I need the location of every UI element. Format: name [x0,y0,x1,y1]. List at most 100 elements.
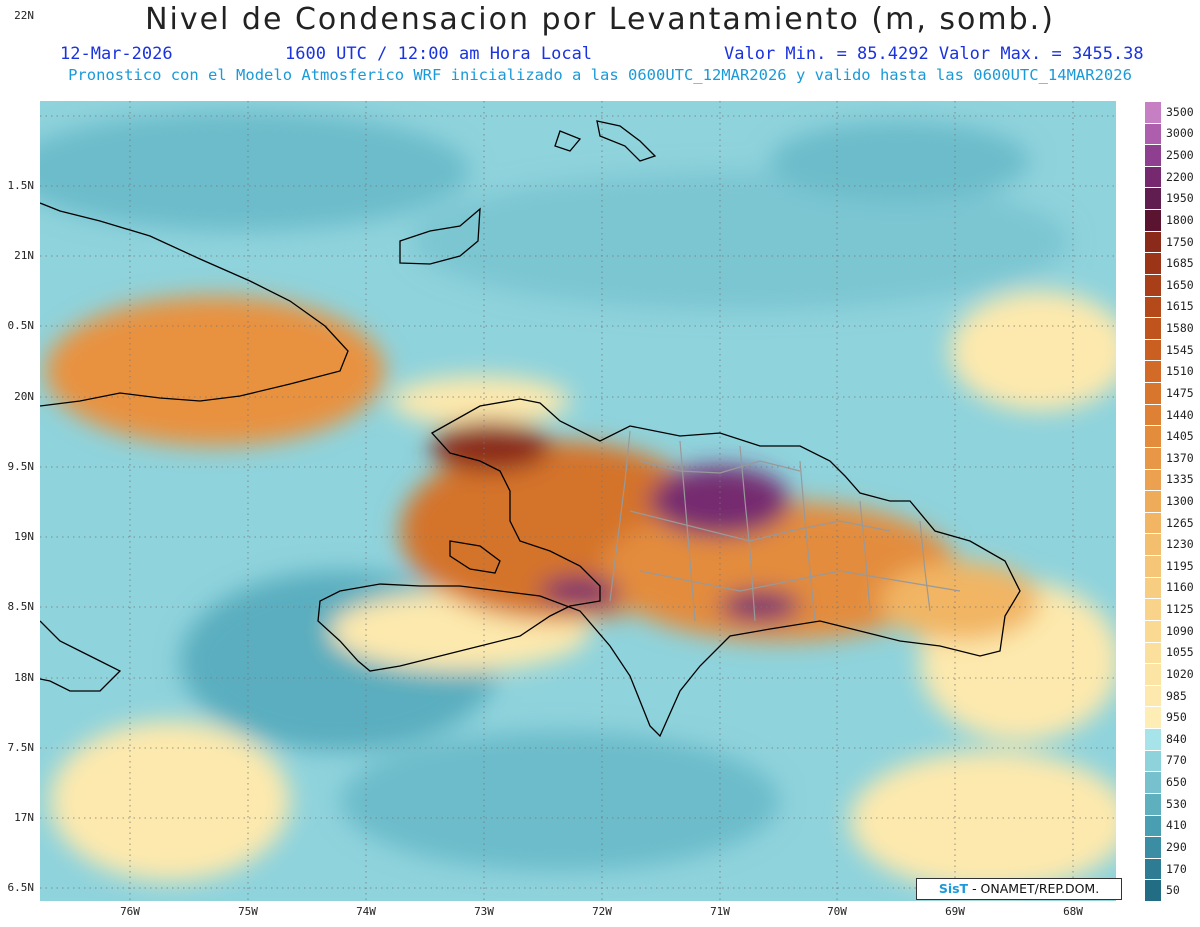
lon-label-72w: 72W [592,905,612,918]
colorbar-cell [1145,598,1161,620]
colorbar-cell [1145,771,1161,793]
colorbar-cell [1145,836,1161,858]
colorbar-label: 950 [1166,710,1187,725]
colorbar-cell [1145,468,1161,491]
lon-label-74w: 74W [356,905,376,918]
colorbar-cell [1145,576,1161,599]
coastlines [40,120,1021,738]
colorbar-label: 770 [1166,753,1187,768]
lcl-forecast-map [40,101,1116,901]
colorbar-cell [1145,317,1161,339]
lon-label-68w: 68W [1063,905,1083,918]
colorbar-cell [1145,295,1161,318]
colorbar-label: 1580 [1166,321,1194,336]
gonave-island [449,540,501,574]
colorbar-label: 50 [1166,883,1180,898]
colorbar-cell [1145,555,1161,577]
colorbar-label: 1750 [1166,234,1194,249]
colorbar-cell [1145,857,1161,880]
colorbar [1145,101,1161,901]
colorbar-label: 840 [1166,731,1187,746]
valid-date: 12-Mar-2026 [60,44,173,64]
colorbar-label: 1160 [1166,580,1194,595]
lat-label-18-5n: 8.5N [7,600,35,613]
colorbar-label: 1950 [1166,191,1194,206]
lat-label-21-5n: 1.5N [7,179,35,192]
colorbar-cell [1145,446,1161,469]
lat-label-20-5n: 0.5N [7,319,35,332]
colorbar-cell [1145,814,1161,837]
colorbar-label: 1615 [1166,299,1194,314]
colorbar-label: 1405 [1166,429,1194,444]
colorbar-label: 1545 [1166,342,1194,357]
colorbar-label: 1510 [1166,364,1194,379]
colorbar-label: 1335 [1166,472,1194,487]
bahamas-island [554,130,582,152]
map-title: Nivel de Condensacion por Levantamiento … [145,2,1055,37]
colorbar-label: 1440 [1166,407,1194,422]
lon-label-70w: 70W [827,905,847,918]
colorbar-label: 1125 [1166,602,1194,617]
colorbar-cell [1145,749,1161,772]
colorbar-label: 1195 [1166,558,1194,573]
colorbar-label: 2500 [1166,148,1194,163]
jamaica-coast [40,620,122,692]
colorbar-cell [1145,684,1161,707]
lat-label-22n: 22N [14,9,34,22]
colorbar-cell [1145,425,1161,447]
province-borders [609,430,961,622]
lat-label-19-5n: 9.5N [7,460,35,473]
colorbar-label: 170 [1166,861,1187,876]
colorbar-cell [1145,144,1161,166]
min-max-values: Valor Min. = 85.4292 Valor Max. = 3455.3… [724,44,1144,64]
valid-time: 1600 UTC / 12:00 am Hora Local [285,44,593,64]
colorbar-cell [1145,511,1161,534]
lat-label-17n: 17N [14,811,34,824]
colorbar-label: 410 [1166,818,1187,833]
colorbar-cell [1145,338,1161,361]
colorbar-label: 1475 [1166,385,1194,400]
caicos-islands [596,120,657,162]
colorbar-cell [1145,619,1161,642]
colorbar-cell [1145,101,1161,123]
lat-label-20n: 20N [14,390,34,403]
sispi-logo: SisT [938,881,969,896]
lat-label-16-5n: 6.5N [7,881,35,894]
colorbar-cell [1145,273,1161,296]
colorbar-cell [1145,879,1161,901]
credit-text: - ONAMET/REP.DOM. [972,881,1100,896]
colorbar-cell [1145,792,1161,815]
colorbar-cell [1145,706,1161,728]
colorbar-cell [1145,360,1161,383]
colorbar-label: 1265 [1166,515,1194,530]
colorbar-label: 3000 [1166,126,1194,141]
colorbar-label: 1370 [1166,450,1194,465]
credit-box: SisT - ONAMET/REP.DOM. [916,878,1122,900]
colorbar-label: 1800 [1166,212,1194,227]
colorbar-cell [1145,165,1161,188]
colorbar-cell [1145,187,1161,210]
colorbar-cell [1145,209,1161,231]
colorbar-label: 3500 [1166,104,1194,119]
colorbar-label: 1230 [1166,537,1194,552]
lon-label-75w: 75W [238,905,258,918]
colorbar-label: 290 [1166,839,1187,854]
lon-label-73w: 73W [474,905,494,918]
model-subtitle: Pronostico con el Modelo Atmosferico WRF… [68,66,1132,84]
colorbar-cell [1145,641,1161,664]
lon-label-69w: 69W [945,905,965,918]
colorbar-label: 1090 [1166,623,1194,638]
colorbar-cell [1145,252,1161,274]
cuba-coast [40,202,349,407]
colorbar-cell [1145,382,1161,404]
colorbar-cell [1145,663,1161,685]
lon-label-76w: 76W [120,905,140,918]
lat-label-17-5n: 7.5N [7,741,35,754]
colorbar-label: 1055 [1166,645,1194,660]
colorbar-cell [1145,728,1161,750]
inagua-island [399,207,481,265]
colorbar-cell [1145,230,1161,253]
colorbar-label: 1650 [1166,277,1194,292]
lat-label-18n: 18N [14,671,34,684]
colorbar-label: 2200 [1166,169,1194,184]
